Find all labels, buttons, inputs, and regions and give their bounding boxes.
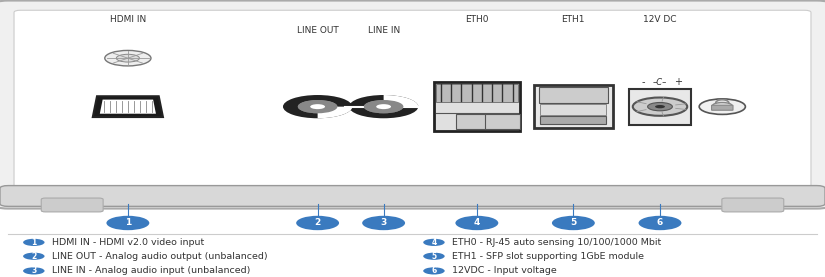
Circle shape <box>362 216 405 230</box>
Text: LINE OUT - Analog audio output (unbalanced): LINE OUT - Analog audio output (unbalanc… <box>52 252 267 261</box>
Text: 2: 2 <box>314 219 321 227</box>
Circle shape <box>655 105 665 108</box>
Text: 4: 4 <box>474 219 480 227</box>
Text: 3: 3 <box>31 266 36 275</box>
Circle shape <box>376 104 391 109</box>
Circle shape <box>310 104 325 109</box>
Text: 4: 4 <box>431 238 436 247</box>
Circle shape <box>713 102 733 109</box>
Circle shape <box>310 104 325 109</box>
FancyBboxPatch shape <box>0 1 825 209</box>
FancyBboxPatch shape <box>540 116 606 124</box>
Circle shape <box>423 267 445 275</box>
Circle shape <box>298 100 337 113</box>
Circle shape <box>423 239 445 246</box>
Polygon shape <box>384 95 418 107</box>
FancyBboxPatch shape <box>540 87 607 103</box>
FancyBboxPatch shape <box>14 10 811 196</box>
Circle shape <box>23 253 45 260</box>
Text: 2: 2 <box>31 252 36 261</box>
Text: LINE IN: LINE IN <box>367 26 400 35</box>
Text: 12V DC: 12V DC <box>644 15 676 24</box>
Circle shape <box>639 216 681 230</box>
Text: 6: 6 <box>657 219 663 227</box>
FancyBboxPatch shape <box>485 114 520 130</box>
FancyBboxPatch shape <box>436 84 518 102</box>
Circle shape <box>283 95 352 118</box>
Text: 3: 3 <box>380 219 387 227</box>
FancyBboxPatch shape <box>535 85 612 128</box>
Text: ETH1 - SFP slot supporting 1GbE module: ETH1 - SFP slot supporting 1GbE module <box>452 252 644 261</box>
Circle shape <box>106 216 149 230</box>
FancyBboxPatch shape <box>434 83 520 131</box>
Circle shape <box>423 253 445 260</box>
Polygon shape <box>100 100 156 114</box>
Text: HDMI IN: HDMI IN <box>110 15 146 24</box>
Polygon shape <box>318 107 352 118</box>
Text: HDMI IN - HDMI v2.0 video input: HDMI IN - HDMI v2.0 video input <box>52 238 205 247</box>
Circle shape <box>376 104 391 109</box>
FancyBboxPatch shape <box>456 114 491 130</box>
FancyBboxPatch shape <box>0 186 825 206</box>
Circle shape <box>552 216 595 230</box>
FancyBboxPatch shape <box>629 89 691 125</box>
Text: +: + <box>674 77 682 87</box>
Text: 1: 1 <box>31 238 36 247</box>
Circle shape <box>633 98 687 116</box>
Text: –C–: –C– <box>653 78 667 87</box>
Circle shape <box>700 99 746 114</box>
FancyBboxPatch shape <box>41 198 103 212</box>
Polygon shape <box>92 96 163 117</box>
Circle shape <box>105 50 151 66</box>
Circle shape <box>116 54 139 62</box>
FancyBboxPatch shape <box>540 104 606 115</box>
Text: ETH1: ETH1 <box>562 15 585 24</box>
Circle shape <box>23 239 45 246</box>
FancyBboxPatch shape <box>711 105 733 110</box>
Text: 5: 5 <box>431 252 436 261</box>
Circle shape <box>455 216 498 230</box>
Circle shape <box>349 95 418 118</box>
Text: 6: 6 <box>431 266 436 275</box>
Circle shape <box>364 100 403 113</box>
Text: 1: 1 <box>125 219 131 227</box>
Circle shape <box>23 267 45 275</box>
Circle shape <box>296 216 339 230</box>
FancyBboxPatch shape <box>722 198 784 212</box>
Circle shape <box>298 100 337 113</box>
Text: ETH0: ETH0 <box>465 15 488 24</box>
Text: LINE IN - Analog audio input (unbalanced): LINE IN - Analog audio input (unbalanced… <box>52 266 250 275</box>
Circle shape <box>648 102 672 111</box>
Text: LINE OUT: LINE OUT <box>297 26 338 35</box>
Text: 5: 5 <box>570 219 577 227</box>
Text: 12VDC - Input voltage: 12VDC - Input voltage <box>452 266 557 275</box>
Circle shape <box>364 100 403 113</box>
Text: ETH0 - RJ-45 auto sensing 10/100/1000 Mbit: ETH0 - RJ-45 auto sensing 10/100/1000 Mb… <box>452 238 662 247</box>
Text: -: - <box>642 77 645 87</box>
